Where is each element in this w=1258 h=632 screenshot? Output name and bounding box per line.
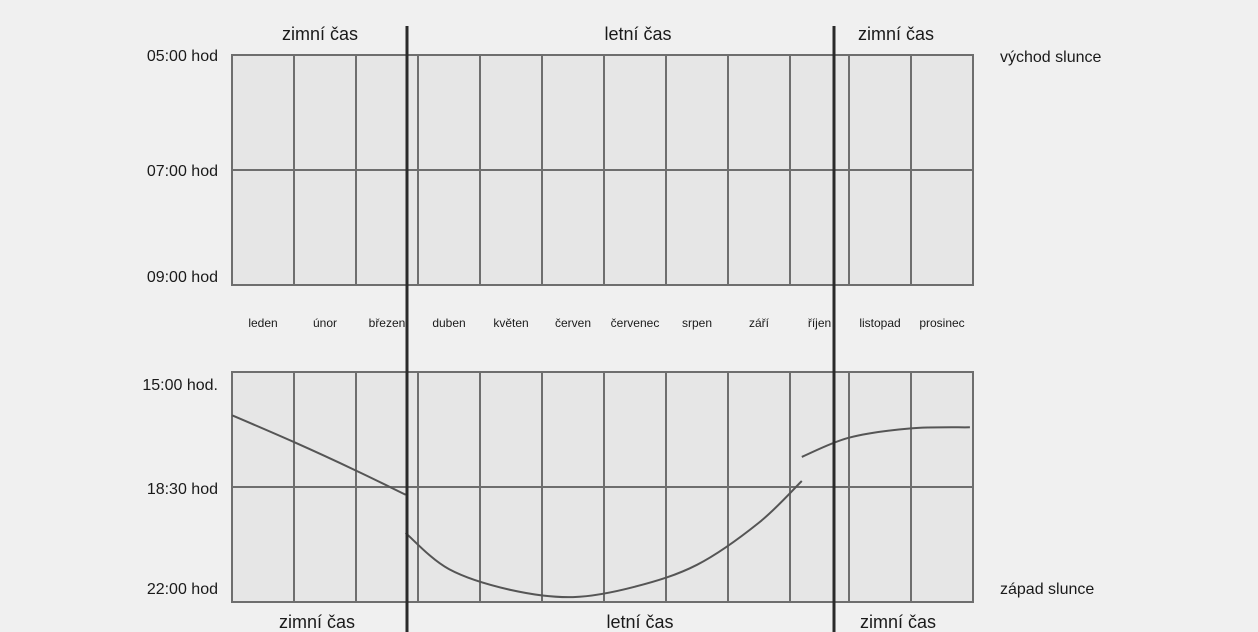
sunrise-season-label-3: zimní čas <box>858 24 934 44</box>
sunrise-y-tick-2: 07:00 hod <box>147 163 218 180</box>
sunrise-side-label: východ slunce <box>1000 49 1101 66</box>
month-label: leden <box>248 316 277 330</box>
sunrise-season-label-1: zimní čas <box>282 24 358 44</box>
sunrise-y-tick-1: 05:00 hod <box>147 48 218 65</box>
month-label: březen <box>369 316 406 330</box>
sunset-season-label-3: zimní čas <box>860 612 936 632</box>
sunrise-panel: zimní čas letní čas zimní čas 05:00 hod … <box>147 24 1102 286</box>
sunset-season-label-1: zimní čas <box>279 612 355 632</box>
sunset-season-label-2: letní čas <box>606 612 673 632</box>
month-label: září <box>749 316 770 330</box>
month-label: prosinec <box>919 316 964 330</box>
month-label: říjen <box>808 316 831 330</box>
month-label: červenec <box>611 316 660 330</box>
month-label: červen <box>555 316 591 330</box>
month-label: listopad <box>859 316 900 330</box>
sunrise-y-tick-3: 09:00 hod <box>147 269 218 286</box>
sunset-y-tick-2: 18:30 hod <box>147 481 218 498</box>
sunset-panel: 15:00 hod. 18:30 hod 22:00 hod západ slu… <box>142 372 1094 632</box>
month-label: květen <box>493 316 528 330</box>
sunset-y-tick-3: 22:00 hod <box>147 581 218 598</box>
month-label: únor <box>313 316 337 330</box>
sunrise-season-label-2: letní čas <box>604 24 671 44</box>
month-label: srpen <box>682 316 712 330</box>
sunset-side-label: západ slunce <box>1000 581 1094 598</box>
sunset-y-tick-1: 15:00 hod. <box>142 377 218 394</box>
month-label: duben <box>432 316 465 330</box>
